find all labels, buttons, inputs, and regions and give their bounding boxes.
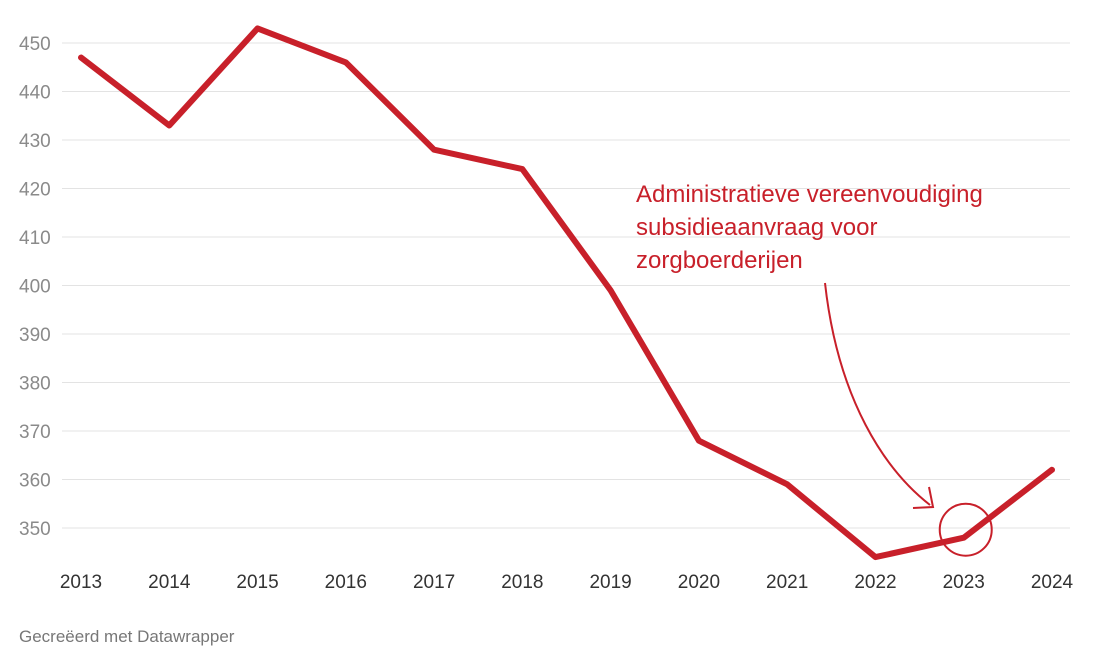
annotation-line-2: subsidieaanvraag voor xyxy=(636,214,878,241)
y-tick-label: 350 xyxy=(19,519,51,540)
x-tick-label: 2015 xyxy=(236,572,278,593)
x-tick-label: 2017 xyxy=(413,572,455,593)
y-tick-label: 360 xyxy=(19,471,51,492)
y-tick-label: 450 xyxy=(19,34,51,55)
y-tick-label: 440 xyxy=(19,83,51,104)
series-line xyxy=(78,25,1055,561)
footer-credit: Gecreëerd met Datawrapper xyxy=(19,627,235,646)
x-tick-label: 2018 xyxy=(501,572,543,593)
x-tick-label: 2020 xyxy=(678,572,720,593)
series-layer xyxy=(78,25,1055,561)
x-tick-label: 2021 xyxy=(766,572,808,593)
y-tick-label: 380 xyxy=(19,374,51,395)
y-tick-label: 400 xyxy=(19,277,51,298)
x-tick-label: 2014 xyxy=(148,572,191,593)
x-tick-label: 2024 xyxy=(1031,572,1074,593)
x-tick-label: 2023 xyxy=(943,572,985,593)
y-axis: 350 360 370 380 390 400 410 420 430 440 450 xyxy=(19,34,51,540)
gridlines xyxy=(62,42,1070,529)
y-tick-label: 430 xyxy=(19,131,51,152)
x-tick-label: 2013 xyxy=(60,572,102,593)
annotation-highlight-circle xyxy=(938,502,993,557)
y-tick-label: 390 xyxy=(19,325,51,346)
annotation-line-3: zorgboerderijen xyxy=(636,247,803,274)
annotation-line-1: Administratieve vereenvoudiging xyxy=(636,181,983,208)
x-tick-label: 2022 xyxy=(854,572,896,593)
annotation: Administratieve vereenvoudiging subsidie… xyxy=(636,181,993,557)
y-tick-label: 370 xyxy=(19,422,51,443)
annotation-arrow xyxy=(824,282,931,506)
y-tick-label: 410 xyxy=(19,228,51,249)
x-tick-label: 2019 xyxy=(589,572,631,593)
x-axis: 2013 2014 2015 2016 2017 2018 2019 2020 2021 2022… xyxy=(60,572,1074,593)
x-tick-label: 2016 xyxy=(325,572,367,593)
annotation-arrowhead xyxy=(912,486,935,509)
y-tick-label: 420 xyxy=(19,180,51,201)
